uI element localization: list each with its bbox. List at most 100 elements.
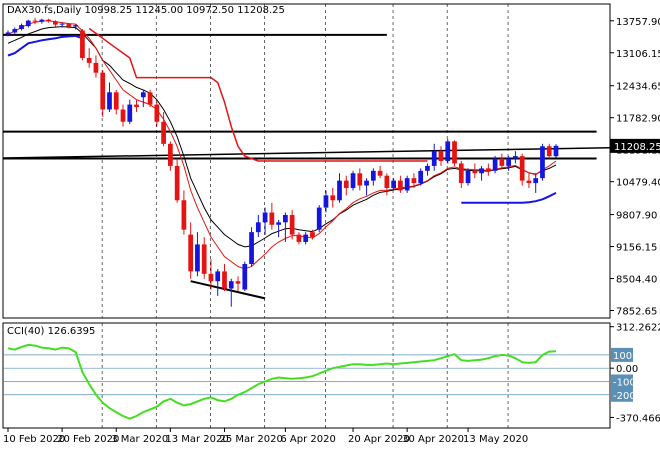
candle-body [235,281,241,284]
candle-body [12,29,18,33]
red-step-line [88,27,428,162]
candle-body [472,170,478,174]
candle-body [404,178,410,191]
candle-body [370,170,376,181]
candle-body [438,151,444,161]
candle-body [330,195,336,201]
cci-level-box [611,347,633,362]
cci-title: CCI(40) 126.6395 [7,326,95,337]
candle-body [161,121,166,144]
candle-body [377,170,383,176]
candle-body [398,180,403,191]
candle-body [533,178,539,184]
candle-body [357,173,363,186]
candle-body [134,104,139,108]
price-tag-label: 11208.25 [614,142,660,153]
candle-body [222,271,227,289]
candle-body [452,141,457,164]
cci-level-box [611,387,633,402]
candle-body [86,57,92,63]
candle-body [127,104,133,122]
y-tick-label: 10479.40 [616,178,660,189]
candle-body [391,180,396,188]
blue-support-line [461,192,557,204]
candle-body [39,19,45,22]
x-tick-label: 6 Apr 2020 [280,434,335,445]
trendline [190,280,266,300]
candle-body [188,234,194,272]
candle-body [32,20,38,22]
candle-body [546,146,552,157]
candle-body [19,25,24,30]
candle-body [201,244,207,274]
candle-body [553,145,559,157]
y-tick-label: 9156.15 [616,243,657,254]
candle-body [107,92,112,110]
candle-body [303,234,309,242]
price-tag-box [610,138,660,153]
candle-body [46,19,51,22]
candle-body [269,212,275,225]
cci-level-label: -200 [613,391,636,402]
chart-title: DAX30.fs,Daily 10998.25 11245.00 10972.5… [7,5,285,16]
candle-body [168,143,173,166]
blue-channel-line [7,34,83,57]
candle-body [242,264,248,290]
candle-body [25,20,31,27]
candle-body [425,165,430,171]
candle-body [113,92,119,110]
candle-body [506,158,512,166]
candle-body [73,25,79,27]
candle-body [5,32,11,35]
candle-body [80,30,85,58]
x-tick-label: 25 Mar 2020 [219,434,282,445]
candle-body [519,156,525,181]
ema-red-line [7,20,557,270]
y-tick-label: 11782.90 [616,114,660,125]
candle-body [350,173,356,188]
candle-body [316,207,322,230]
candle-body [458,163,464,184]
x-tick-label: 10 Feb 2020 [3,434,65,445]
candle-body [215,271,221,282]
x-tick-label: 20 Feb 2020 [57,434,119,445]
y-tick-label: 13106.15 [616,49,660,60]
cci-level-box [611,374,633,389]
candle-body [485,168,491,171]
y-tick-label: 8504.40 [616,275,657,286]
candle-body [147,92,153,105]
x-tick-label: 13 Mar 2020 [165,434,228,445]
y-tick-label: 9807.90 [616,211,657,222]
sloped-resistance-line [2,147,611,159]
candle-body [445,141,451,161]
candle-body [540,146,545,179]
x-tick-label: 30 Apr 2020 [402,434,464,445]
candle-body [140,92,146,98]
candle-body [492,158,498,171]
price-panel-frame [2,3,611,319]
y-tick-label: 12434.65 [616,82,660,93]
candle-body [499,158,505,166]
candle-body [323,195,329,208]
candle-body [296,234,302,242]
candle-body [364,180,369,186]
candle-body [100,72,106,110]
candle-body [249,232,254,265]
candle-body [52,21,58,25]
candle-body [337,180,342,201]
x-tick-label: 3 Mar 2020 [111,434,168,445]
candle-body [59,23,65,25]
candle-body [418,170,424,184]
candle-body [120,109,126,122]
candle-body [93,62,99,73]
candle-body [283,214,288,223]
cci-tick-label: 0.00 [616,364,638,375]
cci-tick-label: 312.2622 [616,323,660,334]
y-tick-label: 7852.65 [616,307,657,318]
candle-body [343,180,349,188]
x-tick-label: 13 May 2020 [463,434,528,445]
cci-panel-frame [2,322,611,429]
candle-body [174,165,180,201]
